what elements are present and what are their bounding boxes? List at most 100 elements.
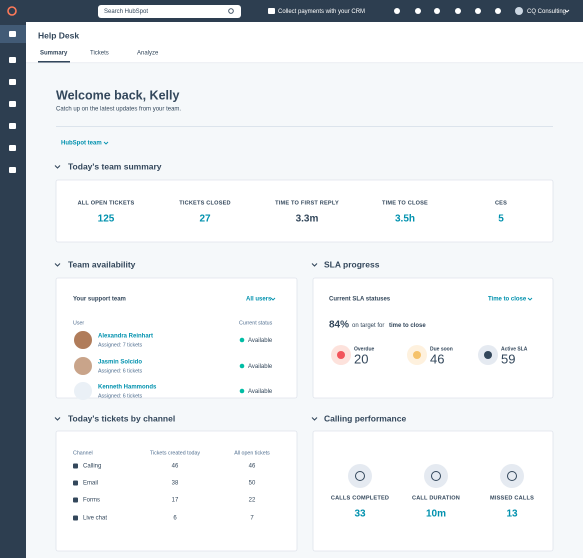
search-icon: [228, 8, 234, 14]
header: [26, 22, 583, 63]
metric-value: 10m: [426, 509, 446, 520]
call-icon: [507, 471, 517, 481]
avatar: [515, 7, 523, 15]
card: [55, 277, 298, 399]
caret: [527, 297, 533, 301]
collapse-chevron: [54, 165, 61, 169]
metric-value: 125: [98, 214, 115, 225]
section-heading: Today's team summary: [68, 161, 162, 171]
channel-icon: [73, 480, 78, 486]
toolbar-icon[interactable]: [495, 8, 501, 14]
call-icon: [355, 471, 365, 481]
user-name[interactable]: Alexandra Reinhart: [98, 334, 153, 340]
tab[interactable]: Summary: [40, 51, 68, 57]
metric-label: TIME TO FIRST REPLY: [275, 200, 339, 206]
user-avatar: [74, 357, 92, 375]
created-today: 6: [173, 516, 177, 522]
collapse-chevron: [311, 417, 318, 421]
card: [312, 277, 554, 399]
account-menu[interactable]: CQ Consulting: [527, 9, 566, 15]
user-status: Available: [248, 364, 273, 370]
metric-value: 27: [199, 214, 211, 225]
collapse-chevron: [54, 263, 61, 267]
welcome-subtitle: Catch up on the latest updates from your…: [56, 107, 181, 113]
tab-underline: [38, 61, 70, 63]
metric-label: TIME TO CLOSE: [382, 200, 428, 206]
collapse-chevron: [311, 263, 318, 267]
created-today: 46: [172, 464, 179, 470]
call-icon: [431, 471, 441, 481]
promo-icon: [268, 8, 275, 14]
on-target-text: on target for: [352, 323, 384, 329]
column-header: Current status: [239, 320, 273, 326]
users-filter[interactable]: All users: [246, 297, 272, 303]
sla-icon: [484, 351, 492, 359]
sla-label: Due soon: [430, 346, 453, 352]
tab[interactable]: Tickets: [90, 51, 109, 57]
user-status: Available: [248, 338, 273, 344]
column-header: User: [73, 320, 84, 326]
open-tickets: 46: [249, 464, 256, 470]
metric-label: TICKETS CLOSED: [179, 200, 231, 206]
section-heading: Calling performance: [324, 413, 406, 423]
card-title: Your support team: [73, 297, 126, 303]
created-today: 17: [172, 498, 179, 504]
sla-label: Active SLA: [501, 346, 528, 352]
user-assigned: Assigned: 6 tickets: [98, 393, 143, 399]
welcome-title: Welcome back, Kelly: [56, 88, 179, 102]
sla-icon: [337, 351, 345, 359]
user-name[interactable]: Jasmin Solcido: [98, 360, 142, 366]
metric-label: CALLS COMPLETED: [331, 495, 389, 501]
card-title: Current SLA statuses: [329, 297, 391, 303]
collapse-chevron: [54, 417, 61, 421]
metric-label: CALL DURATION: [412, 495, 460, 501]
nav-icon: [9, 123, 16, 129]
user-avatar: [74, 331, 92, 349]
team-filter[interactable]: HubSpot team: [61, 141, 102, 147]
channel-icon: [73, 463, 78, 469]
promo-link[interactable]: Collect payments with your CRM: [278, 9, 365, 15]
metric-label: ALL OPEN TICKETS: [78, 200, 135, 206]
user-assigned: Assigned: 7 tickets: [98, 342, 143, 348]
sla-icon: [413, 351, 421, 359]
metric-value: 3.3m: [296, 214, 319, 225]
metric-value: 13: [506, 509, 518, 520]
divider: [56, 126, 553, 127]
user-assigned: Assigned: 6 tickets: [98, 368, 143, 374]
card: [55, 430, 298, 552]
tab[interactable]: Analyze: [137, 51, 159, 57]
toolbar-icon[interactable]: [475, 8, 481, 14]
column-header: Channel: [73, 450, 93, 456]
on-target-metric: time to close: [389, 323, 426, 329]
toolbar-icon[interactable]: [415, 8, 421, 14]
open-tickets: 22: [249, 498, 256, 504]
user-name[interactable]: Kenneth Hammonds: [98, 385, 157, 391]
card: [55, 179, 554, 243]
status-dot: [239, 337, 245, 343]
metric-value: 3.5h: [395, 214, 415, 225]
search-placeholder: Search HubSpot: [104, 9, 148, 15]
on-target-percent: 84%: [329, 320, 349, 331]
nav-icon: [9, 31, 16, 37]
toolbar-icon[interactable]: [394, 8, 400, 14]
call-icon-bg: [348, 464, 372, 488]
user-status: Available: [248, 389, 273, 395]
sla-filter[interactable]: Time to close: [488, 297, 527, 303]
metric-label: MISSED CALLS: [490, 495, 534, 501]
sla-value: 59: [501, 351, 515, 366]
search-box[interactable]: [98, 5, 241, 18]
status-dot: [239, 388, 245, 394]
section-heading: Team availability: [68, 259, 136, 269]
metric-label: CES: [495, 200, 507, 206]
created-today: 38: [172, 481, 179, 487]
channel-icon: [73, 515, 78, 521]
header-border: [26, 62, 583, 64]
logo: [7, 6, 17, 16]
call-icon-bg: [424, 464, 448, 488]
toolbar-icon[interactable]: [434, 8, 440, 14]
channel-name: Live chat: [83, 516, 107, 522]
caret: [103, 141, 109, 145]
toolbar-icon[interactable]: [455, 8, 461, 14]
sla-label: Overdue: [354, 346, 375, 352]
